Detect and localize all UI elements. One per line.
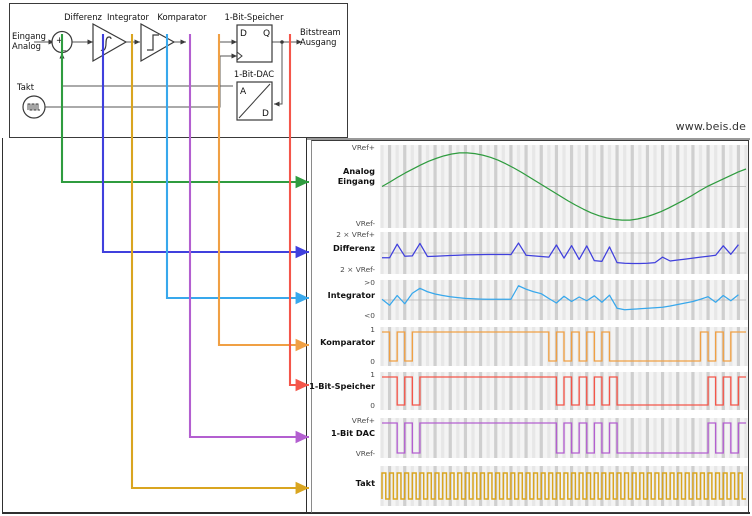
label-integrator: Integrator	[107, 12, 150, 22]
clock-label: Takt	[16, 82, 35, 92]
differenz-top-tick-label: 2 × VRef+	[336, 230, 375, 239]
speicher-signal-label-line1: 1-Bit-Speicher	[309, 381, 375, 391]
dac-signal-label-line1: 1-Bit DAC	[330, 428, 375, 438]
komparator-bottom-tick-label: 0	[370, 357, 375, 366]
analog-top-tick-label: VRef+	[351, 143, 375, 152]
speicher-bottom-tick-label: 0	[370, 401, 375, 410]
analog-signal-label: Analog Eingang	[301, 166, 375, 186]
takt-signal-label: Takt	[301, 478, 375, 489]
komparator-signal-label: Komparator	[301, 337, 375, 348]
analog-signal-label-line1: Analog	[343, 166, 375, 176]
analog-signal-label-line2: Eingang	[337, 175, 375, 186]
output-label-line1: Bitstream	[300, 27, 341, 37]
analog-plot-area	[380, 145, 748, 228]
differenz-signal-label-line1: Differenz	[333, 243, 375, 253]
integrator-plot-area	[380, 280, 748, 320]
summer-plus-sign: +	[56, 36, 63, 46]
dac-plot-area	[380, 418, 748, 458]
speicher-plot-area	[380, 372, 748, 410]
komparator-plot-area	[380, 327, 748, 366]
label-komparator: Komparator	[157, 12, 207, 22]
dac-top-tick-label: VRef+	[351, 416, 375, 425]
takt-plot-area	[380, 466, 748, 506]
speicher-top-tick-label: 1	[370, 370, 375, 379]
differenz-signal-label: Differenz	[301, 243, 375, 254]
integrator-signal-label-line1: Integrator	[327, 290, 375, 300]
dac-bottom-tick-label: VRef-	[355, 449, 375, 458]
integrator-signal-label: Integrator	[301, 290, 375, 301]
integrator-bottom-tick-label: <0	[364, 311, 375, 320]
input-label-line2: Analog	[12, 41, 41, 51]
differenz-plot-area	[380, 232, 748, 274]
komparator-signal-label-line1: Komparator	[320, 337, 375, 347]
analog-bottom-tick-label: VRef-	[355, 219, 375, 228]
output-label-line2: Ausgang	[300, 37, 336, 47]
komparator-top-tick-label: 1	[370, 325, 375, 334]
panel-top-divider	[2, 138, 750, 140]
dac-signal-label: 1-Bit DAC	[301, 428, 375, 439]
speicher-signal-label: 1-Bit-Speicher	[301, 381, 375, 392]
takt-signal-label-line1: Takt	[355, 478, 375, 488]
clock-waveform-icon	[27, 103, 40, 111]
panel-bottom-divider	[2, 512, 750, 514]
input-label-line1: Eingang	[12, 31, 46, 41]
website-url: www.beis.de	[675, 120, 746, 133]
label-1bit-speicher: 1-Bit-Speicher	[224, 12, 284, 22]
integrator-top-tick-label: >0	[364, 278, 375, 287]
differenz-bottom-tick-label: 2 × VRef-	[340, 265, 375, 274]
label-differenz: Differenz	[64, 12, 102, 22]
